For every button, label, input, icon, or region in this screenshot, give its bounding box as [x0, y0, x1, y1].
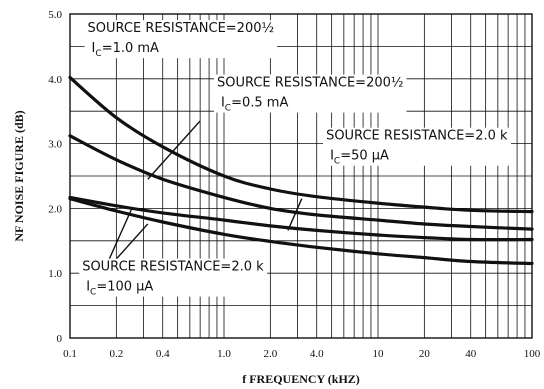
x-axis-label: f FREQUENCY (kHZ)	[242, 372, 360, 386]
annotation-4-line1: SOURCE RESISTANCE=2.0 k	[82, 260, 264, 275]
leader-line-3	[115, 223, 149, 260]
curves	[68, 75, 534, 266]
annotation-4-line2: IC=100 µA	[86, 280, 153, 298]
y-tick-label: 2.0	[48, 203, 62, 215]
noise-curve-3	[68, 195, 534, 242]
noise-curve-2	[68, 134, 534, 231]
annotation-3-line1: SOURCE RESISTANCE=2.0 k	[326, 129, 508, 144]
x-tick-label: 2.0	[263, 348, 277, 360]
annotation-1-line1: SOURCE RESISTANCE=200½	[88, 21, 275, 36]
annotation-4-background	[79, 258, 268, 297]
y-tick-label: 5.0	[48, 9, 62, 21]
x-tick-label: 0.1	[63, 348, 77, 360]
y-tick-label: 0	[57, 333, 63, 345]
annotation-3-line2: IC=50 µA	[330, 149, 389, 167]
annotation-2-line1: SOURCE RESISTANCE=200½	[217, 76, 404, 91]
noise-curve-4	[68, 197, 534, 266]
annotation-2-line2: IC=0.5 mA	[221, 96, 289, 114]
annotations: SOURCE RESISTANCE=200½ IC=1.0 mA SOURCE RE…	[79, 20, 511, 298]
x-tick-label: 100	[524, 348, 541, 360]
tick-labels: 0.1 0.2 0.4 1.0 2.0 4.0 10 20 40 100 0 1.0 2.0 3.0 4.0…	[48, 9, 541, 360]
leader-lines	[108, 120, 303, 260]
y-tick-label: 1.0	[48, 268, 62, 280]
y-axis-label: NF NOISE FIGURE (dB)	[12, 110, 26, 241]
x-tick-label: 4.0	[310, 348, 324, 360]
noise-curve-1	[68, 75, 534, 214]
y-tick-label: 3.0	[48, 139, 62, 151]
annotation-1-background	[84, 20, 278, 59]
x-tick-label: 1.0	[217, 348, 231, 360]
annotation-1-line2: IC=1.0 mA	[92, 41, 160, 59]
x-tick-label: 20	[419, 348, 431, 360]
leader-line-4	[108, 209, 132, 260]
leader-line-2	[287, 198, 303, 231]
leader-line-1	[147, 120, 201, 180]
y-tick-label: 4.0	[48, 74, 62, 86]
grid-lines	[70, 14, 532, 338]
x-tick-label: 0.2	[109, 348, 123, 360]
x-tick-label: 0.4	[156, 348, 170, 360]
plot-frame	[69, 13, 533, 339]
x-tick-label: 10	[373, 348, 385, 360]
annotation-3-background	[323, 127, 511, 166]
annotation-2-background	[213, 74, 407, 113]
x-tick-label: 40	[465, 348, 477, 360]
